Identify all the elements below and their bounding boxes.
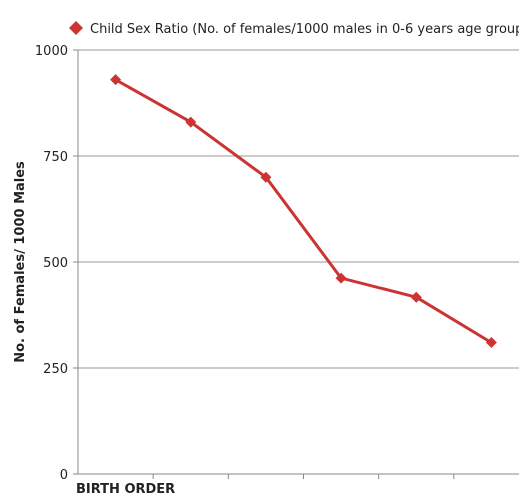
data-point-5 bbox=[410, 291, 422, 303]
legend-marker bbox=[69, 21, 83, 35]
y-tick-label-3: 750 bbox=[43, 150, 68, 165]
y-tick-label-4: 1000 bbox=[35, 44, 68, 59]
y-axis-title: No. of Females/ 1000 Males bbox=[13, 161, 28, 363]
legend: Child Sex Ratio (No. of females/1000 mal… bbox=[69, 21, 519, 37]
gridlines bbox=[78, 49, 519, 369]
y-tick-label-2: 500 bbox=[43, 256, 68, 271]
data-point-6 bbox=[485, 337, 497, 349]
data-point-4 bbox=[335, 272, 347, 284]
series-markers bbox=[110, 74, 497, 349]
x-axis-ticks bbox=[152, 474, 455, 479]
y-tick-label-1: 250 bbox=[43, 362, 68, 377]
y-tick-label-0: 0 bbox=[60, 468, 68, 483]
y-axis-ticks: 0 250 500 750 1000 bbox=[35, 44, 78, 483]
legend-label: Child Sex Ratio (No. of females/1000 mal… bbox=[90, 22, 519, 37]
x-axis-title: BIRTH ORDER bbox=[76, 482, 175, 496]
data-point-2 bbox=[185, 116, 197, 128]
data-point-3 bbox=[260, 171, 272, 183]
data-point-1 bbox=[110, 74, 122, 86]
series-line bbox=[114, 78, 493, 344]
